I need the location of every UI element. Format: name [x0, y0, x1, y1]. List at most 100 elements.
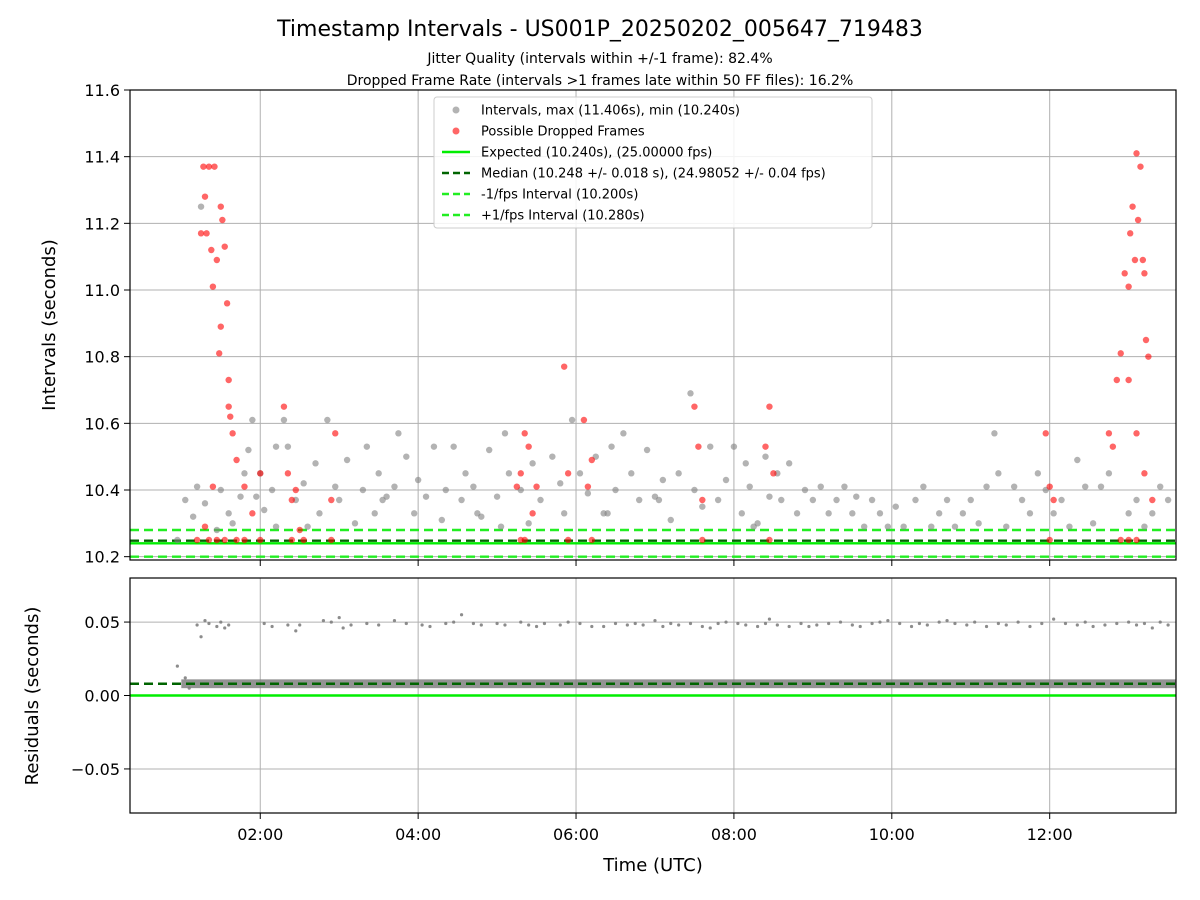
residual-point — [661, 624, 665, 629]
residual-point — [909, 624, 914, 629]
interval-point — [841, 483, 848, 490]
dropped-frame-point — [257, 536, 264, 544]
residual-point — [195, 623, 199, 627]
residual-point — [1127, 620, 1131, 624]
intervals-x-ticks — [259, 560, 1051, 566]
dropped-frame-point — [1125, 283, 1132, 290]
dropped-frame-point — [521, 536, 528, 544]
dropped-frame-point — [332, 430, 339, 437]
interval-point — [549, 453, 556, 460]
dropped-frame-point — [292, 486, 299, 494]
dropped-frame-point — [233, 536, 240, 544]
residual-point — [452, 620, 456, 624]
interval-point — [691, 486, 698, 494]
interval-point — [529, 460, 536, 467]
interval-point — [920, 483, 927, 490]
interval-point — [975, 520, 982, 527]
interval-point — [568, 416, 576, 424]
interval-point — [430, 443, 438, 450]
residual-point — [945, 618, 949, 623]
dropped-frame-point — [1117, 536, 1124, 544]
residual-point — [633, 621, 637, 626]
interval-point — [1082, 483, 1089, 490]
interval-point — [1074, 456, 1081, 464]
legend-label: -1/fps Interval (10.200s) — [481, 188, 638, 203]
dropped-frame-point — [1127, 230, 1134, 237]
dropped-frame-point — [1134, 216, 1142, 224]
dropped-frame-point — [229, 430, 236, 437]
dropped-frame-point — [766, 403, 773, 410]
residual-point — [1004, 623, 1008, 627]
residual-point — [937, 620, 941, 624]
residual-point — [1075, 623, 1079, 627]
intervals-panel: 10.2 10.4 10.6 10.8 11.0 11.2 11.4 11.6 Interva… — [39, 81, 1177, 567]
residual-point — [965, 623, 969, 627]
residuals-panel: −0.05 0.00 0.05 02:00 04:00 06:00 08:00 10:00 1… — [22, 577, 1177, 876]
interval-point — [241, 470, 248, 477]
residual-point — [602, 624, 606, 629]
interval-point — [793, 510, 801, 517]
interval-point — [351, 520, 359, 527]
y-tick-label: 11.2 — [84, 214, 120, 233]
interval-point — [462, 470, 469, 477]
dropped-frame-point — [225, 376, 232, 384]
interval-point — [912, 496, 919, 504]
interval-point — [730, 443, 738, 450]
dropped-frame-point — [1046, 536, 1053, 544]
interval-point — [1141, 523, 1148, 530]
interval-point — [746, 483, 753, 490]
dropped-frame-point — [525, 443, 532, 450]
legend-label: +1/fps Interval (10.280s) — [481, 209, 645, 224]
interval-point — [422, 493, 430, 500]
residual-point — [590, 624, 594, 629]
dropped-frame-point — [213, 256, 221, 264]
residual-point — [294, 629, 298, 633]
y-tick-label: 10.4 — [84, 481, 120, 500]
interval-point — [403, 453, 410, 460]
interval-point — [584, 490, 592, 497]
x-axis-label: Time (UTC) — [602, 855, 703, 876]
dropped-frame-point — [221, 243, 228, 250]
dropped-frame-point — [564, 536, 572, 544]
dropped-frame-point — [1117, 350, 1124, 357]
residual-point — [1158, 620, 1162, 624]
x-tick-label: 04:00 — [395, 825, 441, 844]
dropped-frame-point — [580, 416, 588, 424]
interval-point — [395, 430, 402, 437]
dropped-frame-point — [328, 496, 335, 504]
dropped-frame-point — [209, 483, 217, 490]
interval-point — [493, 493, 501, 500]
residual-point — [298, 623, 302, 627]
dropped-frame-point — [1125, 536, 1132, 544]
interval-point — [272, 523, 280, 530]
legend: Intervals, max (11.406s), min (10.240s) P… — [433, 96, 873, 229]
residual-point — [1091, 624, 1095, 629]
residual-point — [392, 618, 397, 623]
dropped-frame-point — [1133, 536, 1140, 544]
interval-point — [825, 510, 832, 517]
dropped-frame-point — [241, 536, 248, 544]
interval-point — [391, 483, 398, 490]
interval-point — [371, 510, 378, 517]
residual-point — [625, 623, 629, 627]
dropped-frame-point — [197, 230, 205, 237]
interval-point — [450, 443, 457, 450]
dropped-frame-point — [1141, 470, 1148, 477]
residual-point — [677, 623, 681, 627]
residual-point — [807, 624, 811, 629]
dropped-frame-point — [1050, 496, 1057, 504]
legend-label: Expected (10.240s), (25.00000 fps) — [481, 146, 712, 161]
dropped-frame-point — [225, 403, 232, 410]
residual-point — [495, 621, 499, 626]
residual-point — [815, 623, 819, 627]
residual-point — [203, 618, 207, 623]
interval-point — [778, 496, 785, 504]
interval-point — [213, 526, 221, 534]
interval-point — [707, 443, 714, 450]
interval-point — [474, 510, 481, 517]
residual-point — [775, 623, 779, 627]
dropped-frame-point — [699, 536, 706, 544]
residuals-y-axis-label: Residuals (seconds) — [22, 607, 43, 786]
interval-point — [1010, 483, 1018, 490]
dropped-frame-point — [328, 536, 335, 544]
